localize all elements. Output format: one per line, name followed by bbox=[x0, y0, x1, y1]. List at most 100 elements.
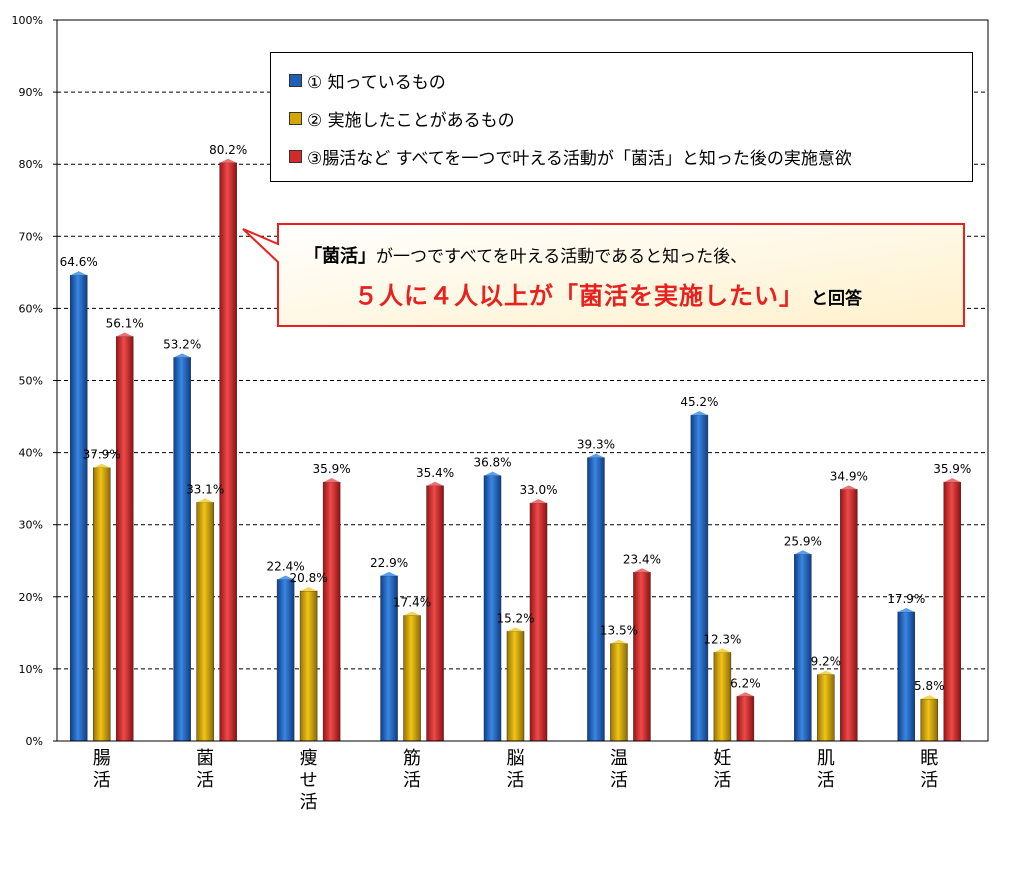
bar-s2-8 bbox=[920, 698, 939, 742]
x-tick-char: 活 bbox=[92, 770, 111, 791]
bar-cap bbox=[426, 481, 444, 486]
data-label: 17.9% bbox=[887, 592, 925, 606]
bar-cap bbox=[300, 587, 318, 592]
data-label: 9.2% bbox=[811, 655, 842, 669]
bar-s3-5 bbox=[633, 572, 651, 742]
legend-item-implemented: ② 実施したことがあるもの bbox=[289, 99, 962, 137]
legend-label: ③腸活など すべてを一つで叶える活動が「菌活」と知った後の実施意欲 bbox=[307, 148, 852, 169]
x-tick-char: 活 bbox=[713, 770, 732, 791]
bar-s1-2 bbox=[276, 579, 295, 742]
x-tick-char: 肌 bbox=[816, 748, 835, 769]
y-tick-label: 30% bbox=[19, 519, 43, 532]
data-label: 37.9% bbox=[83, 448, 121, 462]
legend-swatch-red bbox=[289, 149, 302, 163]
bar-s3-3 bbox=[426, 485, 444, 742]
bar-s1-7 bbox=[794, 554, 812, 742]
bar-cap bbox=[196, 498, 214, 503]
bar-cap bbox=[587, 453, 605, 458]
bar-cap bbox=[70, 271, 88, 276]
bars bbox=[69, 158, 962, 742]
x-tick-char: 活 bbox=[299, 792, 318, 813]
data-label: 64.6% bbox=[60, 255, 98, 269]
data-label: 20.8% bbox=[290, 571, 328, 585]
y-tick-label: 70% bbox=[19, 230, 43, 243]
bar-s3-0 bbox=[115, 336, 134, 742]
x-tick-label: 腸活 bbox=[82, 748, 122, 792]
bar-s3-7 bbox=[840, 489, 858, 742]
bar-cap bbox=[897, 607, 915, 612]
bar-s2-1 bbox=[196, 502, 214, 742]
bar-cap bbox=[690, 411, 708, 416]
bar-s3-1 bbox=[219, 162, 237, 742]
x-tick-char: 活 bbox=[506, 770, 525, 791]
legend-swatch-blue bbox=[289, 73, 302, 87]
bar-cap bbox=[530, 499, 547, 504]
y-tick-label: 60% bbox=[19, 302, 43, 315]
data-label: 39.3% bbox=[577, 438, 615, 452]
bar-s2-5 bbox=[610, 643, 628, 742]
bar-s1-6 bbox=[690, 414, 709, 742]
data-label: 13.5% bbox=[600, 624, 638, 638]
bar-cap bbox=[219, 158, 237, 163]
data-label: 6.2% bbox=[730, 676, 761, 690]
bar-cap bbox=[323, 478, 341, 483]
data-label: 22.9% bbox=[370, 556, 408, 570]
y-tick-label: 80% bbox=[19, 158, 43, 171]
data-label: 35.9% bbox=[933, 462, 971, 476]
bar-s1-1 bbox=[173, 357, 191, 742]
x-tick-char: 活 bbox=[920, 770, 939, 791]
bar-cap bbox=[116, 332, 134, 337]
data-label: 35.4% bbox=[416, 466, 454, 480]
data-label: 5.8% bbox=[914, 679, 945, 693]
bar-s3-2 bbox=[322, 481, 341, 742]
data-label: 22.4% bbox=[267, 559, 305, 573]
callout-tail: と回答 bbox=[811, 289, 862, 309]
callout: 「菌活」が一つですべてを叶える活動であると知った後、 ５人に４人以上が「菌活を実… bbox=[282, 228, 962, 324]
data-label: 33.0% bbox=[519, 483, 557, 497]
bar-s2-6 bbox=[713, 652, 732, 742]
y-tick-label: 100% bbox=[12, 14, 43, 27]
x-tick-char: 活 bbox=[403, 770, 422, 791]
bar-cap bbox=[507, 627, 524, 632]
bar-cap bbox=[277, 575, 295, 580]
x-tick-char: 眠 bbox=[920, 748, 939, 769]
bar-s2-4 bbox=[506, 631, 525, 742]
y-tick-label: 20% bbox=[19, 591, 43, 604]
data-label: 45.2% bbox=[680, 395, 718, 409]
bar-cap bbox=[713, 648, 731, 653]
bar-s2-7 bbox=[817, 674, 835, 742]
x-tick-label: 脳活 bbox=[496, 748, 536, 792]
x-tick-label: 妊活 bbox=[702, 748, 742, 792]
bar-cap bbox=[840, 485, 858, 490]
bar-s3-8 bbox=[943, 481, 962, 742]
data-label: 34.9% bbox=[830, 469, 868, 483]
legend-item-intention: ③腸活など すべてを一つで叶える活動が「菌活」と知った後の実施意欲 bbox=[289, 137, 962, 175]
x-tick-char: 腸 bbox=[92, 748, 111, 769]
callout-line-2: ５人に４人以上が「菌活を実施したい」 と回答 bbox=[304, 276, 962, 316]
bar-s1-0 bbox=[69, 274, 88, 742]
bar-s2-2 bbox=[299, 590, 318, 742]
x-tick-char: 妊 bbox=[713, 748, 732, 769]
bar-cap bbox=[403, 611, 421, 616]
x-tick-char: 菌 bbox=[196, 748, 215, 769]
bar-s2-0 bbox=[92, 467, 111, 742]
bar-cap bbox=[484, 471, 501, 476]
legend: ① 知っているもの ② 実施したことがあるもの ③腸活など すべてを一つで叶える… bbox=[270, 52, 973, 182]
x-tick-label: 筋活 bbox=[392, 748, 432, 792]
legend-label: ① 知っているもの bbox=[307, 72, 446, 93]
bar-s1-5 bbox=[587, 457, 605, 742]
data-label: 56.1% bbox=[106, 317, 144, 331]
data-label: 53.2% bbox=[163, 337, 201, 351]
x-tick-char: せ bbox=[299, 770, 318, 791]
bar-cap bbox=[920, 695, 938, 700]
bar-s1-4 bbox=[483, 475, 502, 742]
data-label: 12.3% bbox=[703, 632, 741, 646]
callout-highlight: 「菌活」 bbox=[304, 246, 376, 267]
plot-area-border bbox=[56, 19, 989, 742]
x-tick-char: 痩 bbox=[299, 748, 318, 769]
x-tick-label: 温活 bbox=[599, 748, 639, 792]
bar-cap bbox=[633, 568, 651, 573]
callout-shape bbox=[242, 223, 965, 327]
y-tick-label: 40% bbox=[19, 447, 43, 460]
